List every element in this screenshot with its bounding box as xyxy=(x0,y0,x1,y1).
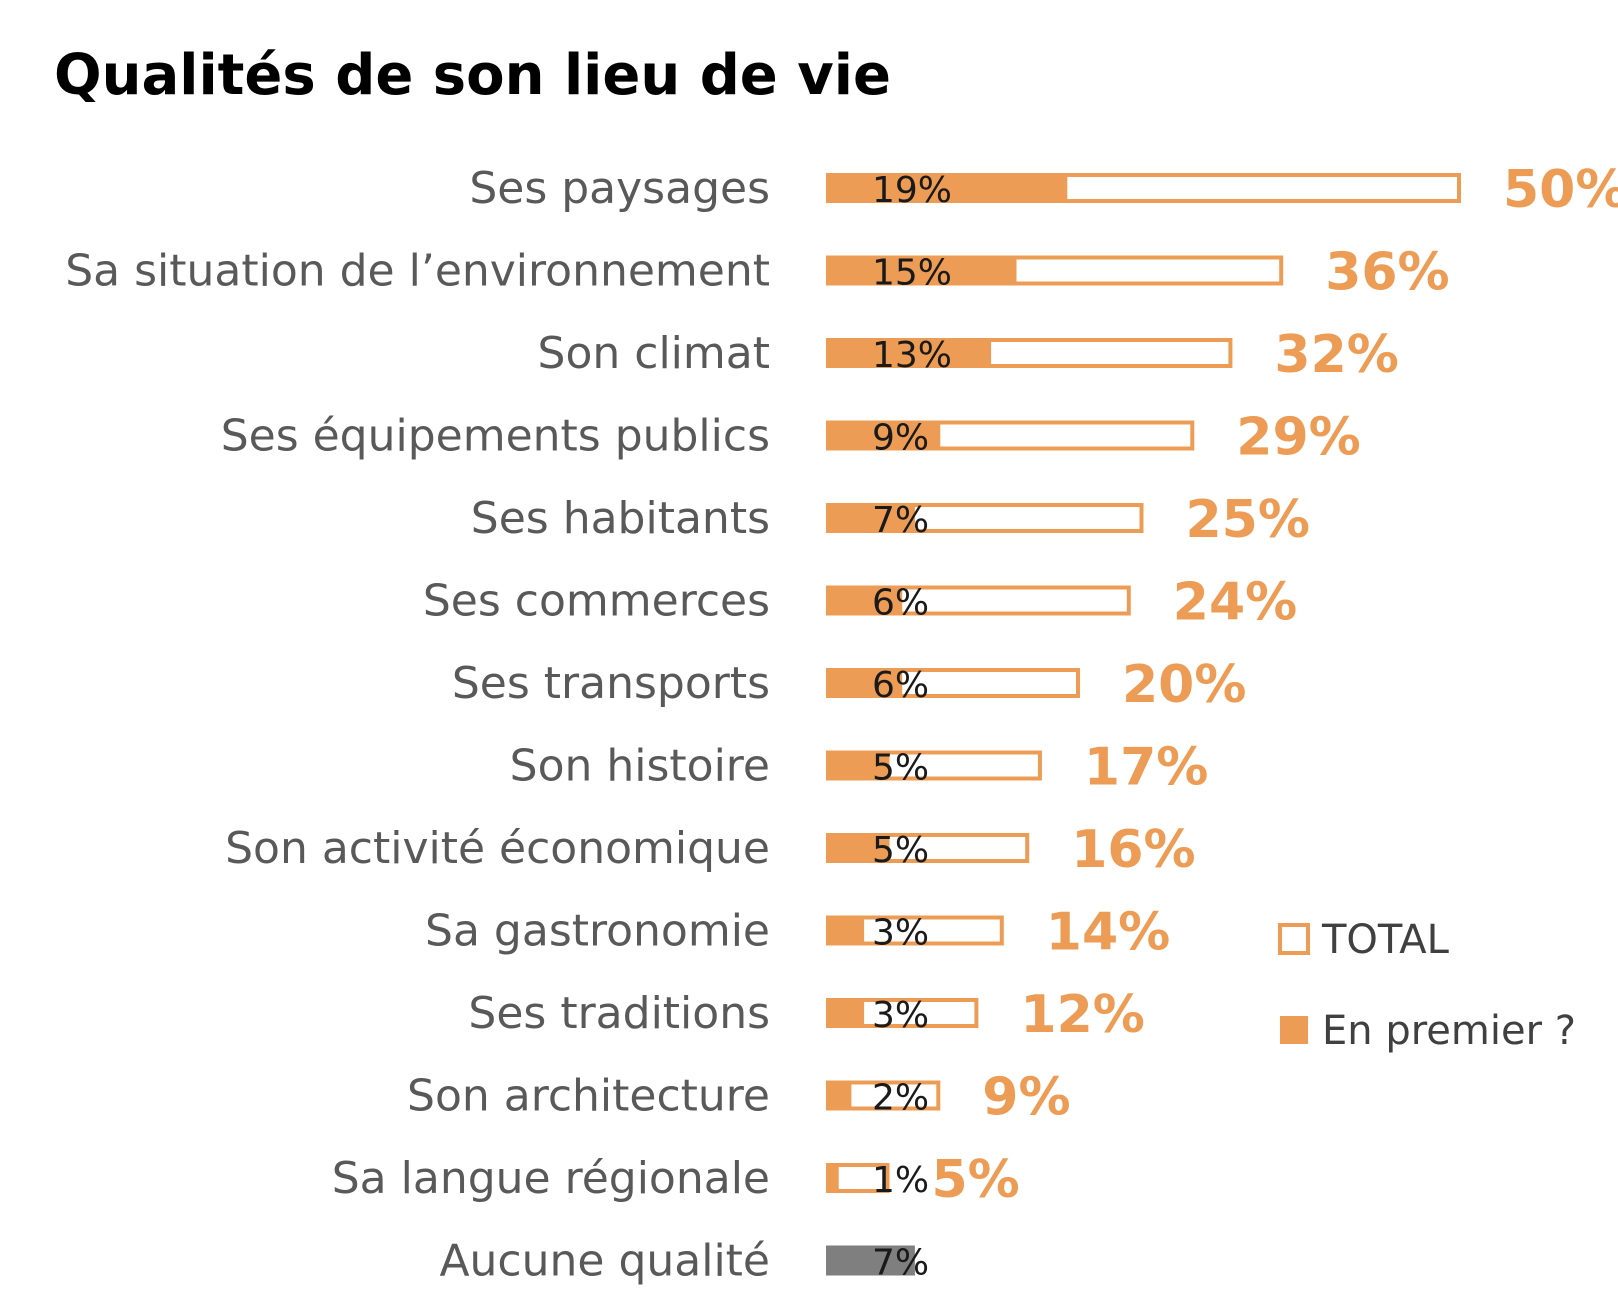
label-total: 16% xyxy=(1071,820,1195,880)
category-label: Ses transports xyxy=(452,658,770,709)
label-first: 5% xyxy=(872,830,929,871)
label-total: 9% xyxy=(982,1068,1070,1128)
bar-first xyxy=(826,338,992,368)
legend: TOTAL En premier ? xyxy=(1278,917,1576,1054)
bar-none xyxy=(826,1245,915,1276)
bar-first xyxy=(826,750,890,781)
category-label: Son architecture xyxy=(407,1071,770,1122)
label-first: 7% xyxy=(872,500,929,541)
category-label: Son climat xyxy=(538,328,770,379)
legend-label-total: TOTAL xyxy=(1321,917,1450,963)
bar-first xyxy=(826,998,865,1028)
label-total: 5% xyxy=(932,1150,1020,1210)
label-total: 20% xyxy=(1122,655,1246,715)
category-label: Ses habitants xyxy=(471,493,770,544)
chart-title: Qualités de son lieu de vie xyxy=(54,43,891,108)
label-total: 32% xyxy=(1274,325,1398,385)
legend-label-first: En premier ? xyxy=(1322,1008,1576,1054)
label-first: 3% xyxy=(872,913,929,954)
label-first: 5% xyxy=(872,748,929,789)
label-first: 13% xyxy=(872,335,952,376)
label-total: 14% xyxy=(1046,903,1170,963)
bar-first xyxy=(826,503,915,533)
bar-first xyxy=(826,833,890,863)
label-first: 6% xyxy=(872,665,929,706)
label-total: 36% xyxy=(1325,243,1449,303)
category-label: Ses paysages xyxy=(469,163,770,214)
bar-first xyxy=(826,915,865,946)
bar-first xyxy=(826,668,903,698)
label-first: 2% xyxy=(872,1078,929,1119)
legend-swatch-total xyxy=(1278,923,1310,955)
label-total: 25% xyxy=(1186,490,1310,550)
label-first: 7% xyxy=(872,1243,929,1284)
category-label: Aucune qualité xyxy=(439,1236,770,1287)
category-label: Sa situation de l’environnement xyxy=(65,246,770,297)
bar-first xyxy=(826,255,1017,286)
bar-first xyxy=(826,1163,839,1193)
label-total: 50% xyxy=(1503,160,1618,220)
bar-first xyxy=(826,1080,852,1111)
category-label: Son histoire xyxy=(510,741,770,792)
label-first: 9% xyxy=(872,418,929,459)
label-first: 19% xyxy=(872,170,952,211)
category-label: Ses traditions xyxy=(468,988,770,1039)
label-total: 12% xyxy=(1020,985,1144,1045)
label-first: 1% xyxy=(872,1160,929,1201)
label-first: 3% xyxy=(872,995,929,1036)
bars-group: Ses paysages 19% 50% Sa situation de l’envi… xyxy=(65,160,1618,1287)
category-label: Sa langue régionale xyxy=(332,1153,770,1204)
label-first: 15% xyxy=(872,253,952,294)
label-total: 17% xyxy=(1084,738,1208,798)
bar-first xyxy=(826,420,941,451)
category-label: Ses commerces xyxy=(423,576,770,627)
label-total: 29% xyxy=(1236,408,1360,468)
label-first: 6% xyxy=(872,583,929,624)
category-label: Sa gastronomie xyxy=(425,906,770,957)
label-total: 24% xyxy=(1173,573,1297,633)
category-label: Son activité économique xyxy=(225,823,770,874)
category-label: Ses équipements publics xyxy=(221,411,770,462)
bar-first xyxy=(826,585,903,616)
bar-first xyxy=(826,173,1068,203)
legend-swatch-first xyxy=(1280,1016,1308,1044)
